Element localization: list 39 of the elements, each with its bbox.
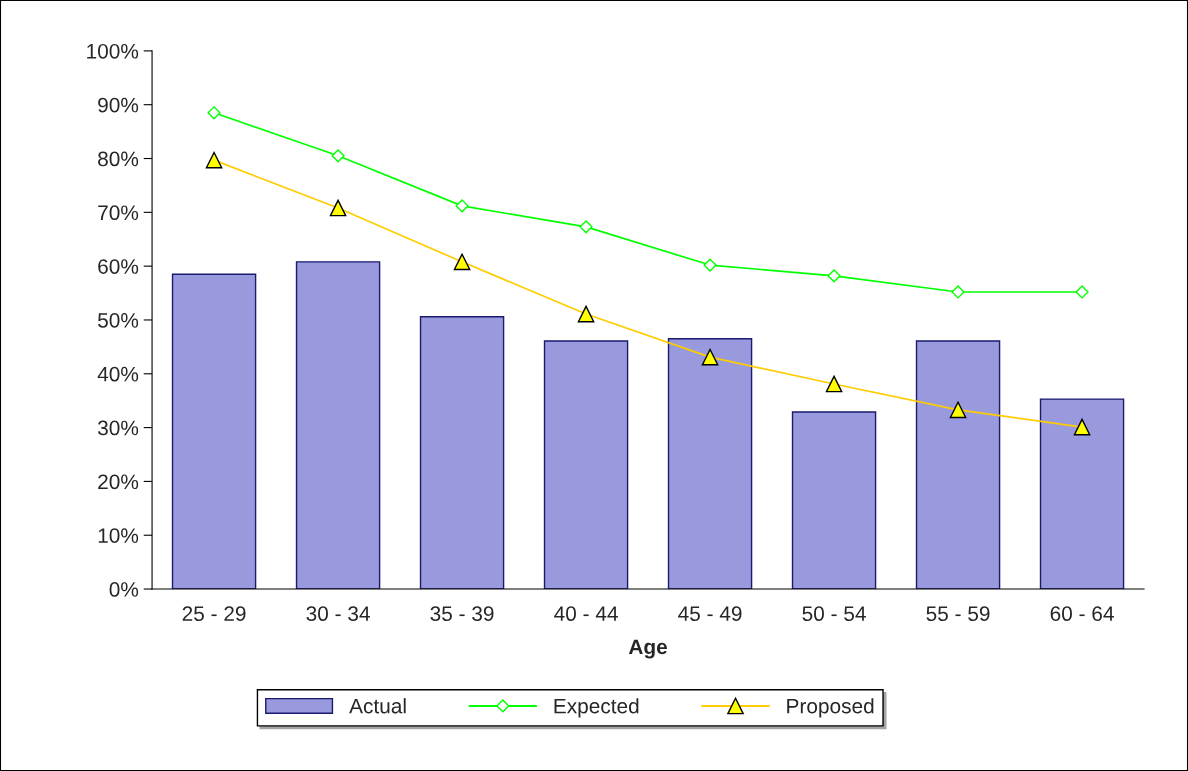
point <box>1075 285 1089 299</box>
y-tick-label: 30% <box>97 420 139 436</box>
x-axis-title: Age <box>628 639 668 659</box>
point <box>827 269 841 283</box>
x-tick-label: 30 - 34 <box>306 606 370 622</box>
bar <box>295 261 381 590</box>
point <box>331 149 345 163</box>
y-tick-label: 60% <box>98 259 139 274</box>
bar <box>915 340 1001 590</box>
point <box>455 199 469 213</box>
x-tick-label: 55 - 59 <box>926 606 990 622</box>
x-tick-label: 45 - 49 <box>678 606 742 622</box>
point <box>579 220 593 234</box>
bar <box>791 411 877 590</box>
y-tick-label: 10% <box>98 528 139 543</box>
bar <box>419 316 505 590</box>
y-tick-label: 90% <box>98 97 139 113</box>
bar <box>1039 398 1125 590</box>
legend-label: Proposed <box>787 698 874 718</box>
x-tick-label: 40 - 44 <box>554 606 618 622</box>
y-tick-label: 20% <box>98 474 139 490</box>
x-tick-label: 50 - 54 <box>802 606 866 622</box>
legend-label: Expected <box>554 698 639 718</box>
y-tick-label: 100% <box>87 43 139 59</box>
x-tick-label: 60 - 64 <box>1050 606 1114 622</box>
bar <box>171 273 257 590</box>
legend-label: Actual <box>349 698 406 714</box>
bar <box>667 338 753 590</box>
y-tick-label: 70% <box>98 205 139 221</box>
point <box>703 258 717 272</box>
y-tick-label: 50% <box>98 312 139 328</box>
point <box>207 106 221 120</box>
y-tick-label: 0% <box>109 582 139 597</box>
y-tick-label: 40% <box>97 366 139 382</box>
point <box>951 285 965 299</box>
x-tick-label: 35 - 39 <box>430 606 494 622</box>
y-tick-label: 80% <box>98 151 139 167</box>
bar <box>543 340 629 590</box>
x-tick-label: 25 - 29 <box>182 606 246 622</box>
